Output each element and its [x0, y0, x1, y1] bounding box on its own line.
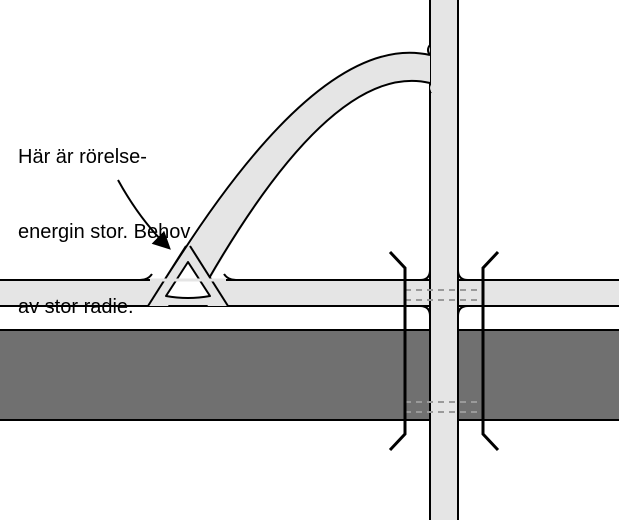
vertical-road — [430, 0, 458, 520]
ramp-curve — [165, 45, 432, 283]
annotation-line-3: av stor radie. — [18, 295, 190, 320]
road-diagram: Här är rörelse- energin stor. Behov av s… — [0, 0, 619, 520]
annotation-line-1: Här är rörelse- — [18, 145, 190, 170]
annotation-line-2: energin stor. Behov — [18, 220, 190, 245]
annotation-text: Här är rörelse- energin stor. Behov av s… — [18, 95, 190, 345]
